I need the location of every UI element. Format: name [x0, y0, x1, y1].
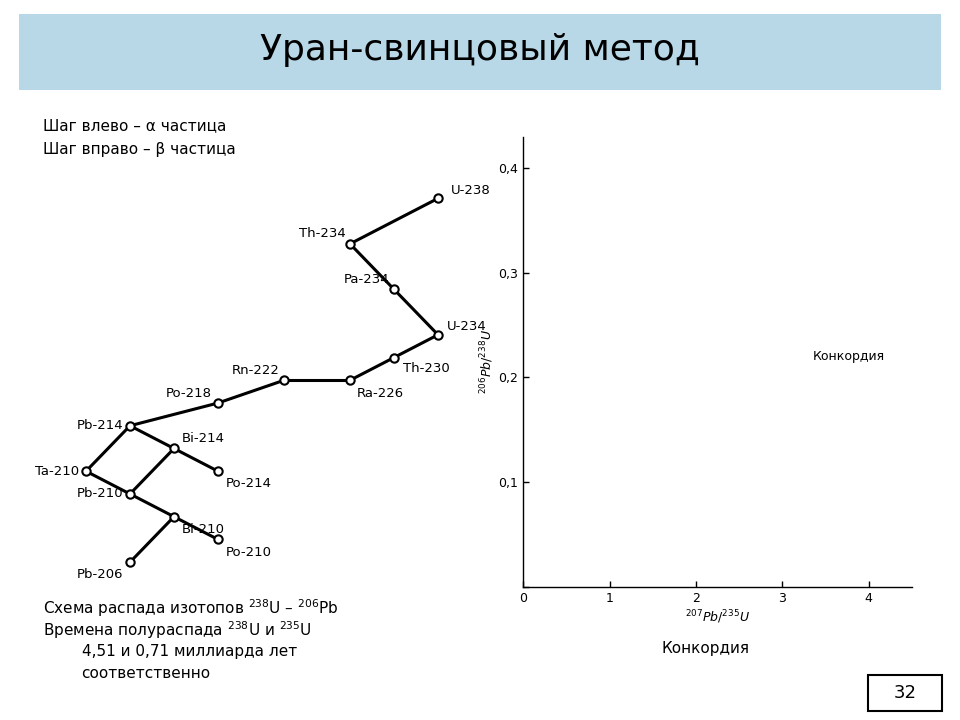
Text: Po-218: Po-218	[165, 387, 211, 400]
Text: соответственно: соответственно	[82, 666, 211, 680]
Text: Pb-206: Pb-206	[77, 568, 124, 582]
Text: Po-214: Po-214	[226, 477, 272, 490]
Y-axis label: $^{206}Pb/^{238}U$: $^{206}Pb/^{238}U$	[478, 329, 495, 395]
Text: Ta-210: Ta-210	[36, 464, 80, 478]
Text: Pb-210: Pb-210	[77, 487, 124, 500]
Text: Ra-226: Ra-226	[356, 387, 404, 400]
Text: U-238: U-238	[451, 184, 491, 197]
Text: Th-234: Th-234	[299, 228, 346, 240]
Text: Шаг вправо – β частица: Шаг вправо – β частица	[43, 142, 236, 156]
Text: Bi-210: Bi-210	[182, 523, 225, 536]
Text: Конкордия: Конкордия	[661, 641, 750, 655]
Text: Схема распада изотопов $^{238}$U – $^{206}$Pb: Схема распада изотопов $^{238}$U – $^{20…	[43, 598, 339, 619]
X-axis label: $^{207}Pb/^{235}U$: $^{207}Pb/^{235}U$	[685, 609, 750, 626]
Text: Конкордия: Конкордия	[813, 350, 885, 363]
Bar	[19, 14, 941, 90]
Text: Po-210: Po-210	[226, 546, 272, 559]
Text: Bi-214: Bi-214	[182, 432, 225, 445]
Text: Pb-214: Pb-214	[77, 419, 124, 432]
Text: U-234: U-234	[446, 320, 487, 333]
Text: Rn-222: Rn-222	[231, 364, 279, 377]
Text: Времена полураспада $^{238}$U и $^{235}$U: Времена полураспада $^{238}$U и $^{235}$…	[43, 619, 312, 641]
Text: Шаг влево – α частица: Шаг влево – α частица	[43, 119, 227, 133]
Text: 4,51 и 0,71 миллиарда лет: 4,51 и 0,71 миллиарда лет	[82, 644, 297, 659]
Text: Pa-234: Pa-234	[344, 273, 390, 286]
Text: 32: 32	[894, 684, 916, 702]
Text: Th-230: Th-230	[403, 362, 449, 375]
Text: Уран-свинцовый метод: Уран-свинцовый метод	[260, 33, 700, 68]
